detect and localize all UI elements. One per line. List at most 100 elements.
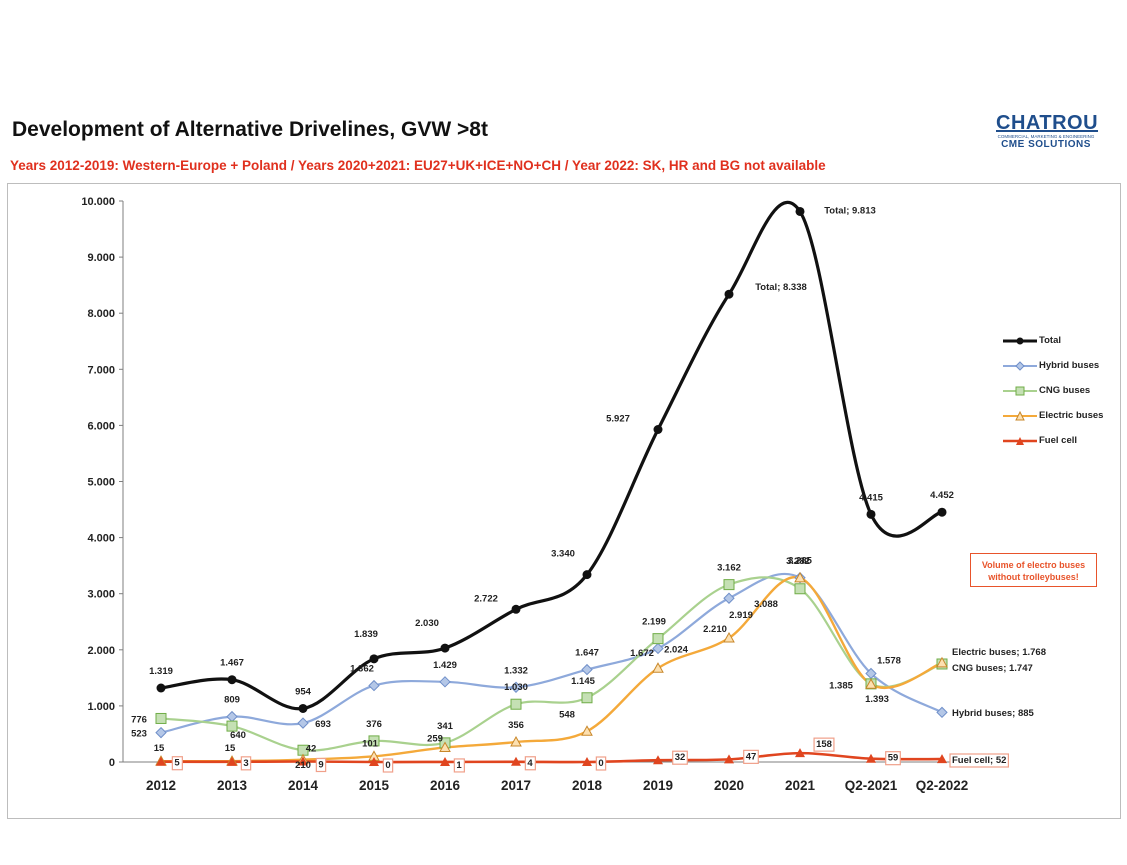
electro-buses-note: Volume of electro buses without trolleyb…: [970, 553, 1097, 587]
legend-electric-icon: [1003, 410, 1037, 420]
fuel-data-label: 0: [385, 760, 390, 771]
total-data-label: 4.415: [859, 492, 883, 503]
cng-point: [510, 698, 522, 710]
cng-data-label: 1.145: [571, 676, 595, 687]
x-tick-label: 2015: [359, 778, 390, 793]
fuel-data-label: 4: [527, 758, 533, 769]
electric-data-label: 42: [306, 744, 317, 755]
x-tick-label: 2014: [288, 778, 319, 793]
hybrid-point: [368, 679, 380, 692]
total-point: [227, 675, 237, 685]
fuel-label-box: [595, 756, 607, 771]
cng-data-label: 1.030: [504, 682, 528, 693]
electric-data-label: 1.385: [829, 680, 853, 691]
electric-data-label: 356: [508, 720, 524, 731]
hybrid-data-label: 693: [315, 719, 331, 730]
hybrid-point: [226, 710, 238, 723]
fuel-point: [511, 756, 521, 766]
x-tick-label: 2017: [501, 778, 531, 793]
electric-data-label: 15: [225, 743, 236, 754]
electric-point: [510, 735, 522, 747]
fuel-point: [582, 757, 592, 766]
electric-data-label: 2.210: [703, 624, 727, 635]
hybrid-data-label: 3.285: [788, 556, 812, 567]
electric-point: [865, 678, 877, 689]
hybrid-data-label: 2.024: [664, 644, 688, 655]
logo-sub: CME SOLUTIONS: [1001, 139, 1091, 150]
legend-label: Fuel cell: [1039, 435, 1078, 446]
y-tick-label: 9.000: [87, 252, 115, 264]
fuel-series-line: [160, 751, 943, 764]
cng-data-label: 376: [366, 719, 382, 730]
total-data-label: Total; 9.813: [824, 205, 876, 216]
hybrid-data-label: 809: [224, 695, 240, 706]
fuel-point: [724, 754, 734, 764]
total-data-label: 2.030: [415, 618, 439, 629]
hybrid-data-label: 1.429: [433, 660, 457, 671]
total-data-label: 4.452: [930, 490, 954, 501]
legend-label: Hybrid buses: [1039, 360, 1100, 371]
legend-item-fuel-cell: Fuel cell: [1003, 428, 1103, 453]
cng-point: [652, 633, 664, 645]
fuel-point: [369, 757, 379, 766]
chart-legend: Total Hybrid buses CNG buses Electric bu…: [1003, 328, 1103, 453]
fuel-label-box: [743, 749, 759, 764]
total-series-line: [160, 201, 943, 711]
electric-data-label: 1.672: [630, 648, 654, 659]
fuel-point: [866, 753, 876, 763]
y-tick-label: 10.000: [81, 196, 115, 208]
cng-point: [794, 583, 806, 595]
cng-data-label: 341: [437, 721, 454, 732]
hybrid-point: [581, 663, 593, 676]
chatrou-logo: CHATROU COMMERCIAL, MARKETING & ENGINEER…: [996, 112, 1099, 151]
total-point: [937, 507, 947, 517]
total-point: [866, 509, 876, 519]
x-tick-label: 2013: [217, 778, 248, 793]
fuel-data-label: 5: [174, 758, 180, 769]
electric-point: [723, 631, 735, 643]
x-tick-label: Q2-2021: [845, 778, 898, 793]
total-point: [724, 289, 734, 299]
cng-data-label: 3.162: [717, 563, 741, 574]
legend-item-total: Total: [1003, 328, 1103, 353]
logo-name: CHATROU: [996, 112, 1099, 134]
y-tick-label: 6.000: [87, 420, 115, 432]
hybrid-data-label: 1.332: [504, 665, 528, 676]
cng-point: [226, 720, 238, 732]
total-point: [156, 683, 166, 693]
hybrid-point: [439, 676, 451, 688]
cng-point: [723, 579, 735, 591]
electric-data-label: 548: [559, 709, 575, 720]
total-data-label: 1.319: [149, 666, 173, 677]
fuel-data-label: 9: [318, 759, 323, 770]
y-tick-label: 0: [109, 757, 115, 769]
fuel-label-box: [949, 753, 1009, 768]
fuel-point: [440, 756, 450, 766]
electric-data-label: 3.282: [786, 556, 810, 567]
fuel-data-label: 1: [456, 760, 462, 771]
electric-data-label: 101: [362, 738, 379, 749]
chart-title: Development of Alternative Drivelines, G…: [12, 118, 488, 141]
fuel-label-box: [382, 758, 394, 773]
fuel-point: [156, 756, 166, 766]
electric-data-label: Electric buses; 1.768: [952, 647, 1046, 658]
legend-hybrid-icon: [1003, 360, 1037, 371]
fuel-data-label: 47: [746, 751, 757, 762]
fuel-label-box: [453, 758, 465, 773]
y-tick-label: 3.000: [87, 589, 115, 601]
y-tick-label: 1.000: [87, 701, 115, 713]
cng-data-label: 2.199: [642, 617, 666, 628]
hybrid-point: [510, 681, 522, 693]
chart-subtitle: Years 2012-2019: Western-Europe + Poland…: [10, 158, 826, 173]
hybrid-point: [155, 726, 167, 739]
y-tick-label: 4.000: [87, 533, 115, 545]
fuel-data-label: 0: [598, 758, 603, 769]
x-tick-label: 2020: [714, 778, 744, 793]
electric-point: [936, 656, 948, 668]
electric-point: [581, 725, 593, 736]
total-data-label: Total; 8.338: [755, 282, 807, 293]
total-point: [582, 570, 592, 580]
electric-point: [439, 741, 451, 752]
total-data-label: 5.927: [606, 413, 630, 424]
